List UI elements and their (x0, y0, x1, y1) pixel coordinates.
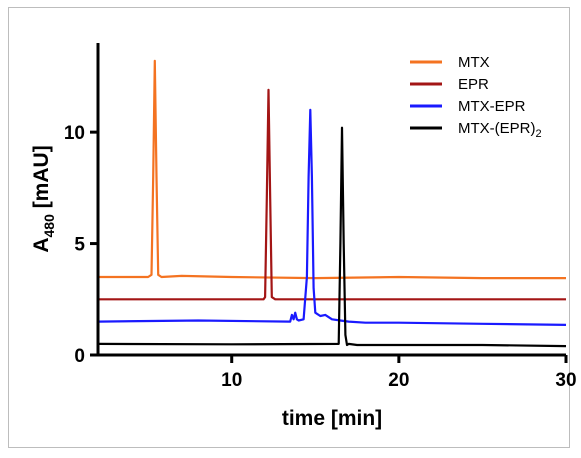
legend: MTX EPR MTX-EPR MTX-(EPR)2 (410, 54, 542, 140)
legend-label-3: MTX-(EPR)2 (458, 120, 542, 140)
y-tick-label-2: 10 (64, 123, 85, 144)
x-tick-label-0: 10 (221, 370, 242, 391)
y-axis-title-sub: 480 (41, 214, 57, 238)
legend-label-2: MTX-EPR (458, 98, 526, 115)
y-tick-layer: 0 5 10 (64, 123, 98, 367)
series-line-2 (97, 108, 567, 326)
plot-area: 10 20 30 0 5 10 (64, 43, 577, 391)
y-axis-title-main: A (30, 238, 53, 253)
x-axis-title: time [min] (282, 407, 382, 430)
x-tick-label-2: 30 (555, 370, 576, 391)
series-line-3 (97, 126, 567, 348)
x-tick-layer: 10 20 30 (221, 355, 577, 391)
x-tick-label-1: 20 (388, 370, 409, 391)
svg-text:A480 [mAU]: A480 [mAU] (30, 145, 57, 252)
legend-label-0: MTX (458, 54, 490, 71)
figure-frame (8, 7, 570, 448)
y-axis-title-unit: [mAU] (30, 145, 53, 214)
series-line-1 (98, 88, 566, 301)
y-tick-label-1: 5 (74, 235, 85, 256)
y-tick-label-0: 0 (74, 346, 85, 367)
series-line-0 (98, 59, 566, 280)
y-axis-title: A480 [mAU] (30, 145, 57, 252)
series-layer (97, 59, 567, 348)
legend-label-1: EPR (458, 76, 489, 93)
